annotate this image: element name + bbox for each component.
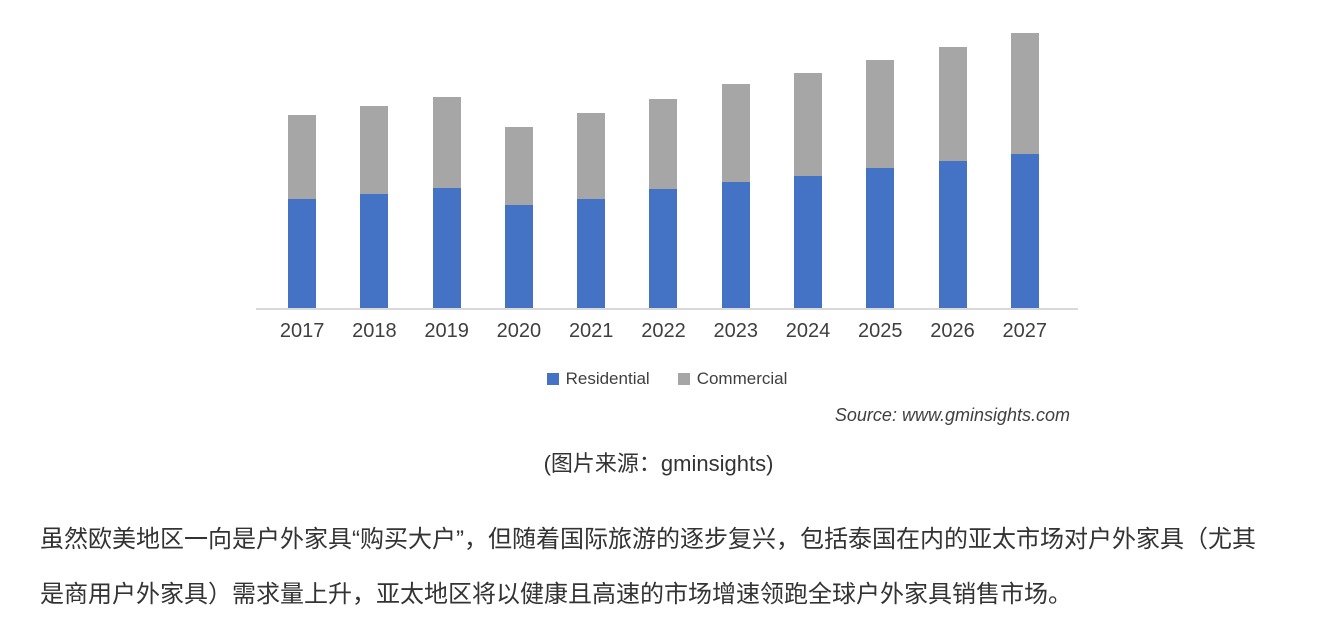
body-paragraph: 虽然欧美地区一向是户外家具“购买大户”，但随着国际旅游的逐步复兴，包括泰国在内的… <box>40 526 1256 608</box>
bar-column <box>772 20 844 308</box>
bar-segment-commercial <box>577 113 606 200</box>
x-axis-label: 2018 <box>352 320 397 342</box>
source-attribution: Source: www.gminsights.com <box>834 405 1070 425</box>
bar-segment-commercial <box>793 73 822 176</box>
x-axis-label: 2025 <box>858 320 903 342</box>
bar-column <box>989 20 1061 308</box>
legend-swatch-residential <box>546 373 559 385</box>
bar-stack <box>649 98 678 308</box>
x-axis-label: 2027 <box>1002 320 1048 342</box>
bar-segment-commercial <box>649 98 678 189</box>
bar-segment-commercial <box>866 59 895 169</box>
bar-column <box>411 20 483 308</box>
x-axis-label: 2024 <box>785 320 831 342</box>
bar-stack <box>360 105 389 308</box>
stacked-bar-chart: 2017 2018 2019 2020 2021 2022 2023 2024 2025 2026… <box>256 20 1078 426</box>
bar-column <box>338 20 410 308</box>
x-axis-label: 2021 <box>568 320 614 342</box>
legend-label: Residential <box>565 369 650 388</box>
bar-segment-residential <box>360 194 389 308</box>
bar-stack <box>938 47 967 308</box>
bar-column <box>483 20 555 308</box>
bar-stack <box>577 113 606 308</box>
bar-segment-commercial <box>288 115 317 200</box>
bar-column <box>844 20 916 308</box>
bar-stack <box>721 84 750 308</box>
bar-segment-commercial <box>938 47 967 162</box>
plot-area <box>256 20 1078 308</box>
bar-column <box>555 20 627 308</box>
bar-column <box>627 20 699 308</box>
x-axis-labels: 2017 2018 2019 2020 2021 2022 2023 2024 2025 2026… <box>266 320 1061 343</box>
bar-stack <box>504 127 533 308</box>
x-axis-label: 2017 <box>279 320 325 342</box>
bar-segment-residential <box>866 168 895 308</box>
bar-segment-residential <box>721 181 750 308</box>
x-axis-label: 2026 <box>930 320 975 342</box>
bar-stack <box>432 96 461 308</box>
bars-row <box>266 20 1061 308</box>
image-caption: (图片来源：gminsights) <box>543 451 774 476</box>
bar-segment-residential <box>649 189 678 308</box>
bar-stack <box>1010 33 1039 308</box>
bar-segment-commercial <box>504 127 533 206</box>
bar-segment-residential <box>1010 154 1039 308</box>
x-axis-line <box>256 308 1078 310</box>
bar-segment-residential <box>432 187 461 308</box>
bar-column <box>700 20 772 308</box>
legend-label: Commercial <box>696 369 788 388</box>
bar-segment-residential <box>793 175 822 308</box>
bar-segment-commercial <box>721 84 750 182</box>
bar-stack <box>866 59 895 308</box>
bar-column <box>916 20 988 308</box>
x-axis-label: 2023 <box>713 320 758 342</box>
bar-stack <box>288 115 317 308</box>
bar-stack <box>793 73 822 308</box>
bar-segment-residential <box>577 199 606 308</box>
legend-item: Residential <box>546 369 650 389</box>
x-axis-label: 2019 <box>424 320 469 342</box>
bar-segment-residential <box>288 199 317 308</box>
bar-column <box>266 20 338 308</box>
bar-segment-residential <box>504 205 533 308</box>
bar-segment-commercial <box>360 105 389 195</box>
legend: Residential Commercial <box>256 369 1078 389</box>
bar-segment-residential <box>938 161 967 308</box>
x-axis-label: 2022 <box>641 320 686 342</box>
x-axis-label: 2020 <box>496 320 542 342</box>
legend-swatch-commercial <box>677 373 690 385</box>
bar-segment-commercial <box>1010 33 1039 155</box>
legend-item: Commercial <box>677 369 788 389</box>
bar-segment-commercial <box>432 96 461 188</box>
